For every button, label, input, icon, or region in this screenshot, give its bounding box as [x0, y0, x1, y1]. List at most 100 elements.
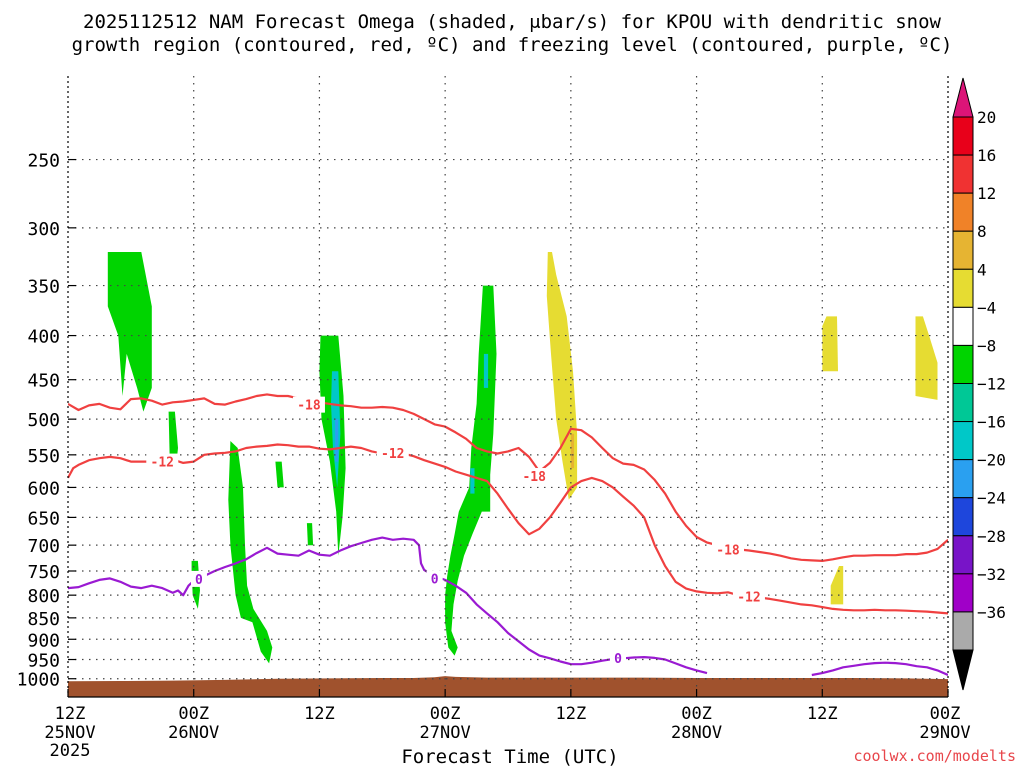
y-tick-label: 500	[27, 410, 60, 431]
omega-colorbar: 20 16 12 8 4 −4 −8 −12 −16 −20 −24 −28 −32 −36	[952, 77, 1006, 691]
colorbar-label: −12	[977, 375, 1006, 394]
contour-label-bg	[146, 453, 179, 470]
x-tick-date-label: 26NOV	[168, 723, 219, 743]
y-tick-label: 800	[27, 586, 60, 607]
x-tick-label: 12Z	[807, 704, 838, 724]
x-tick-date-label: 29NOV	[919, 723, 970, 743]
colorbar-label: 12	[977, 184, 996, 203]
contour-temperature-line	[68, 443, 948, 615]
y-tick-label: 550	[27, 446, 60, 467]
contour-label: 0	[431, 572, 439, 587]
contour-freezing-level-line	[811, 661, 948, 677]
omega-region-orange_yellow	[570, 433, 574, 469]
colorbar-bottom-arrow	[952, 649, 974, 691]
colorbar-label: −16	[977, 413, 1006, 432]
colorbar-label: −28	[977, 527, 1006, 546]
colorbar-segment	[952, 230, 974, 270]
colorbar-segment	[952, 497, 974, 537]
contour-label: 0	[614, 652, 622, 667]
colorbar-label: 4	[977, 260, 987, 279]
contour-label-bg	[190, 570, 207, 587]
y-tick-label: 350	[27, 277, 60, 298]
y-tick-label: 850	[27, 609, 60, 630]
x-tick-label: 00Z	[930, 704, 961, 724]
y-tick-label: 600	[27, 478, 60, 499]
y-tick-label: 450	[27, 371, 60, 392]
omega-region-cyan	[470, 468, 475, 494]
x-tick-label: 12Z	[55, 704, 86, 724]
colorbar-segment	[952, 154, 974, 194]
colorbar-label: −8	[977, 336, 996, 355]
omega-region-yellow	[546, 252, 578, 500]
contour-temperature-line	[68, 393, 948, 562]
x-tick-year-label: 2025	[50, 741, 91, 761]
x-tick-date-label: 28NOV	[671, 723, 722, 743]
credit-text[interactable]: coolwx.com/modelts	[853, 747, 1016, 765]
y-tick-label: 700	[27, 536, 60, 557]
omega-region-blue	[335, 419, 339, 462]
contour-label: -12	[381, 447, 404, 462]
pressure-axis: 2503003504004505005506006507007508008509…	[17, 151, 76, 691]
colorbar-top-arrow	[952, 77, 974, 118]
contour-label-bg	[712, 541, 744, 558]
colorbar-label: 8	[977, 222, 987, 241]
omega-region-cyan	[483, 353, 489, 388]
y-tick-label: 950	[27, 651, 60, 672]
colorbar-segment	[952, 611, 974, 651]
omega-region-yellow	[822, 316, 838, 372]
plot-content	[68, 252, 948, 697]
y-tick-label: 250	[27, 151, 60, 172]
colorbar-label: 20	[977, 108, 996, 127]
y-tick-label: 400	[27, 327, 60, 348]
colorbar-segment	[952, 192, 974, 232]
contour-label: -18	[716, 543, 740, 558]
x-axis-title: Forecast Time (UTC)	[401, 746, 618, 768]
x-tick-label: 00Z	[178, 704, 209, 724]
colorbar-segment	[952, 116, 974, 156]
contour-label: -18	[297, 399, 321, 414]
colorbar-label: −4	[977, 298, 996, 317]
contour-label-bg	[376, 444, 409, 461]
y-tick-label: 650	[27, 508, 60, 529]
colorbar-label: 16	[977, 146, 996, 165]
omega-region-green	[107, 252, 152, 412]
omega-region-green	[228, 441, 273, 664]
chart-title-line-2: growth region (contoured, red, ºC) and f…	[72, 34, 953, 56]
colorbar-segment	[952, 344, 974, 384]
contour-label-bg	[732, 588, 765, 605]
x-tick-date-label: 27NOV	[420, 723, 471, 743]
contour-label-bg	[610, 649, 626, 666]
x-tick-date-label: 25NOV	[44, 723, 95, 743]
colorbar-segment	[952, 459, 974, 499]
colorbar-label: −20	[977, 451, 1006, 470]
y-tick-label: 1000	[17, 670, 60, 691]
contour-label-bg	[292, 396, 325, 413]
colorbar-segment	[952, 306, 974, 346]
x-tick-label: 12Z	[304, 704, 335, 724]
contour-label: 0	[195, 573, 203, 588]
y-tick-label: 900	[27, 630, 60, 651]
colorbar-segment	[952, 421, 974, 461]
contour-label-bg	[426, 570, 443, 587]
omega-region-green	[319, 335, 346, 556]
x-tick-label: 12Z	[555, 704, 586, 724]
x-tick-label: 00Z	[681, 704, 712, 724]
contour-label-bg	[518, 468, 551, 485]
ground-fill	[68, 676, 948, 697]
colorbar-segment	[952, 268, 974, 308]
contour-label: -18	[522, 470, 546, 485]
omega-region-green	[306, 523, 314, 546]
contour-label: -12	[151, 456, 174, 471]
contour-label: -12	[737, 591, 760, 606]
colorbar-label: −32	[977, 565, 1006, 584]
omega-region-green	[275, 461, 284, 488]
omega-region-yellow	[915, 316, 938, 400]
colorbar-segment	[952, 383, 974, 423]
plot-area: -18 -18 -18 -12 -12 -12 0 0 0	[67, 76, 949, 698]
y-tick-label: 300	[27, 219, 60, 240]
colorbar-segment	[952, 535, 974, 575]
omega-region-yellow	[830, 566, 844, 605]
y-tick-label: 750	[27, 562, 60, 583]
